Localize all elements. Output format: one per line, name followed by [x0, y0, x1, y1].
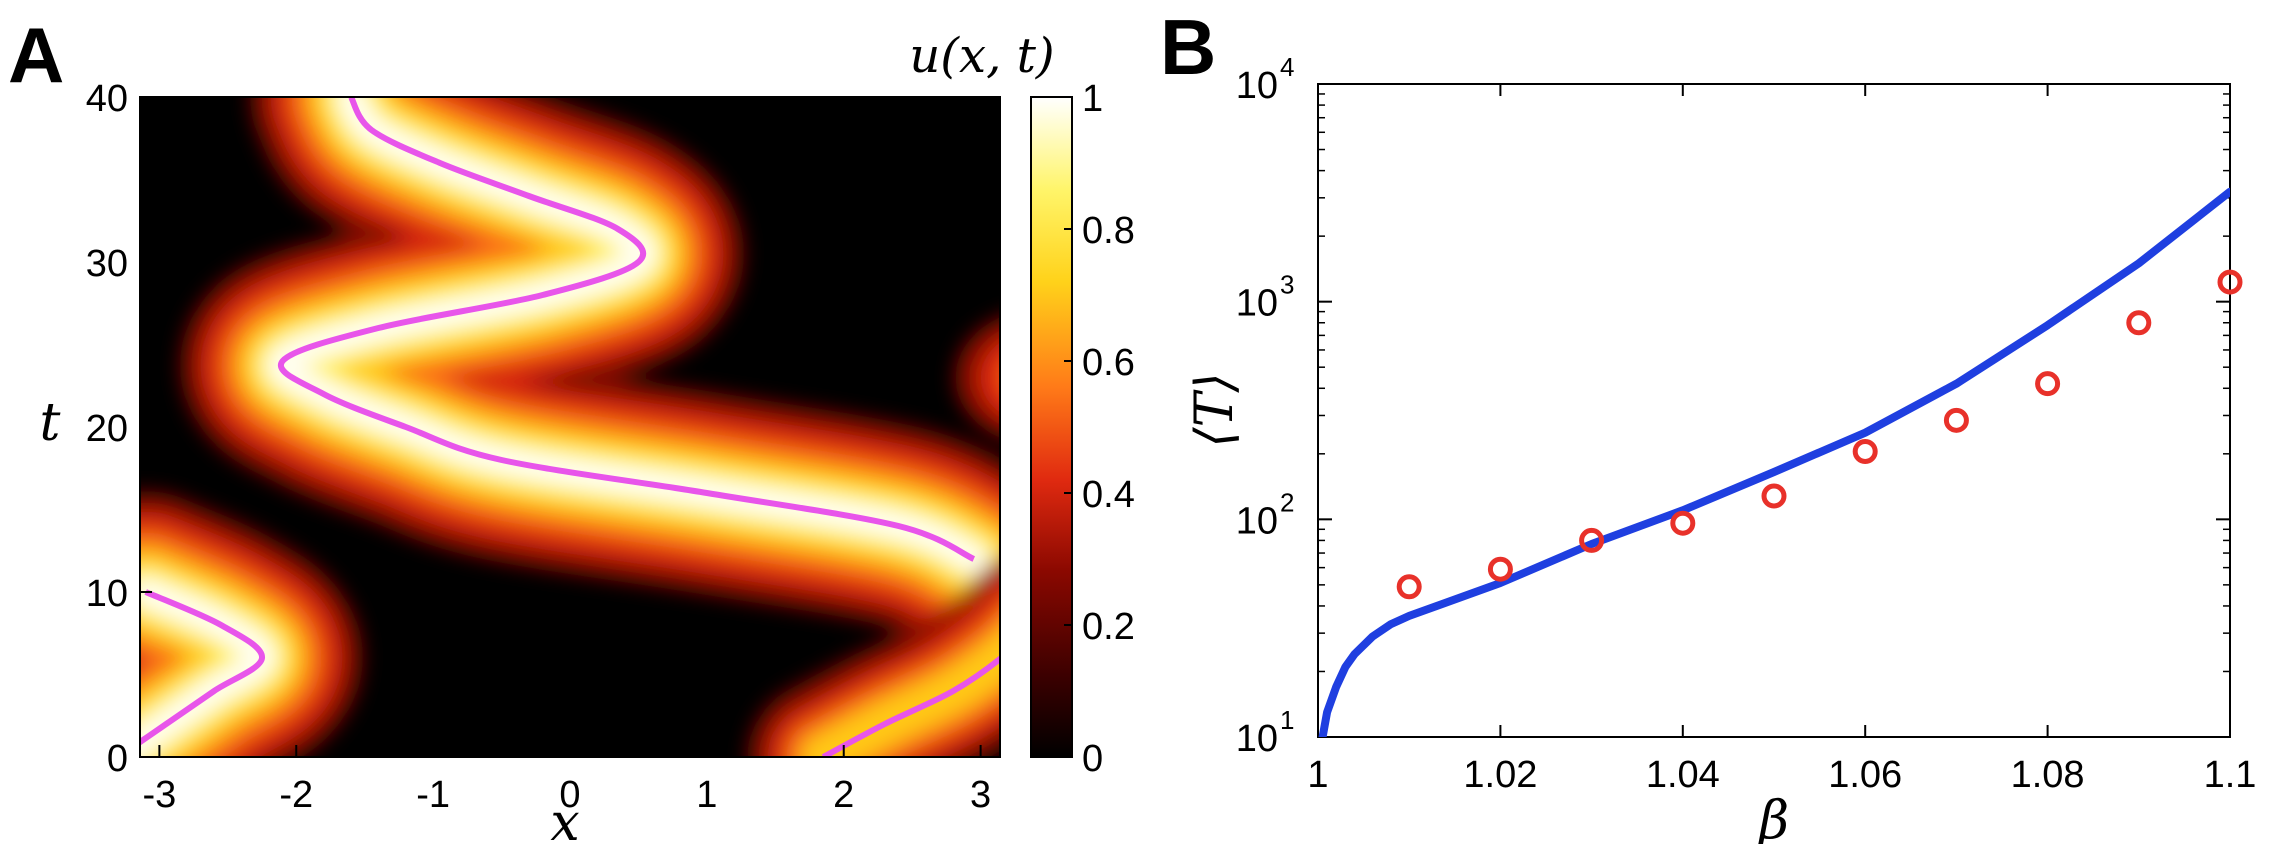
plot-xtick-label: 1.06 [1828, 754, 1902, 796]
simulation-point [1761, 483, 1787, 509]
plot-ytick-label: 10 [1236, 283, 1278, 325]
plot-ytick-label: 10 [1236, 718, 1278, 760]
heatmap-xtick-label: 0 [559, 774, 580, 816]
simulation-point [1943, 407, 1969, 433]
plot-frame [1317, 83, 2231, 738]
colorbar-tick-label: 0.6 [1082, 342, 1135, 384]
simulation-point [2217, 269, 2243, 295]
simulation-point [2035, 371, 2061, 397]
colorbar-tick-label: 0.4 [1082, 474, 1135, 516]
panel-b-label: B [1160, 3, 1216, 91]
plot-xtick-label: 1.02 [1463, 754, 1537, 796]
panel-a-label: A [8, 11, 64, 99]
plot-ytick-label: 10 [1236, 500, 1278, 542]
plot-ytick-exponent: 1 [1280, 705, 1294, 735]
contour-line-main [140, 97, 976, 746]
plot-ytick-label: 10 [1236, 65, 1278, 107]
simulation-point [2126, 310, 2152, 336]
heatmap-xtick-label: 2 [833, 774, 854, 816]
colorbar-tick-label: 0 [1082, 738, 1103, 780]
simulation-point [1487, 556, 1513, 582]
plot-xtick-label: 1.08 [2011, 754, 2085, 796]
series-simulation-points [1396, 269, 2243, 600]
plot-xlabel: β [1757, 791, 1789, 844]
heatmap-xtick-label: 3 [970, 774, 991, 816]
heatmap-ylabel: t [40, 393, 61, 453]
colorbar-label: u(x, t) [909, 28, 1054, 84]
plot-xtick-label: 1.1 [2204, 754, 2257, 796]
heatmap-ytick-label: 10 [86, 573, 128, 615]
plot-ylabel: ⟨T⟩ [1185, 372, 1245, 447]
heatmap-xtick-label: -2 [279, 774, 313, 816]
plot-ytick-exponent: 2 [1280, 487, 1294, 517]
colorbar-tick-label: 0.2 [1082, 606, 1135, 648]
colorbar [1030, 96, 1073, 758]
simulation-point [1396, 574, 1422, 600]
simulation-point [1670, 510, 1696, 536]
series-theory-line [1318, 187, 2230, 737]
heatmap-xtick-label: -1 [416, 774, 450, 816]
colorbar-tick-label: 1 [1082, 78, 1103, 120]
simulation-point [1579, 527, 1605, 553]
side-bump-1 [980, 342, 1000, 413]
heatmap-ytick-label: 40 [86, 78, 128, 120]
heatmap-ytick-label: 0 [107, 738, 128, 780]
side-bump-0 [955, 318, 1000, 437]
colorbar-tick-label: 0.8 [1082, 210, 1135, 252]
plot-xtick-label: 1 [1307, 754, 1328, 796]
plot-xtick-label: 1.04 [1646, 754, 1720, 796]
plot-ytick-exponent: 3 [1280, 270, 1294, 300]
heatmap-ytick-label: 30 [86, 243, 128, 285]
simulation-point [1852, 438, 1878, 464]
plot-ytick-exponent: 4 [1280, 52, 1294, 82]
contour-line-secondary [821, 655, 1000, 757]
heatmap-xlabel: x [550, 793, 579, 844]
colorbar-ticks: 0 0.2 0.4 0.6 0.8 1 [1064, 78, 1135, 780]
heatmap-xtick-label: -3 [142, 774, 176, 816]
heatmap-xtick-label: 1 [696, 774, 717, 816]
heatmap-ytick-label: 20 [86, 408, 128, 450]
